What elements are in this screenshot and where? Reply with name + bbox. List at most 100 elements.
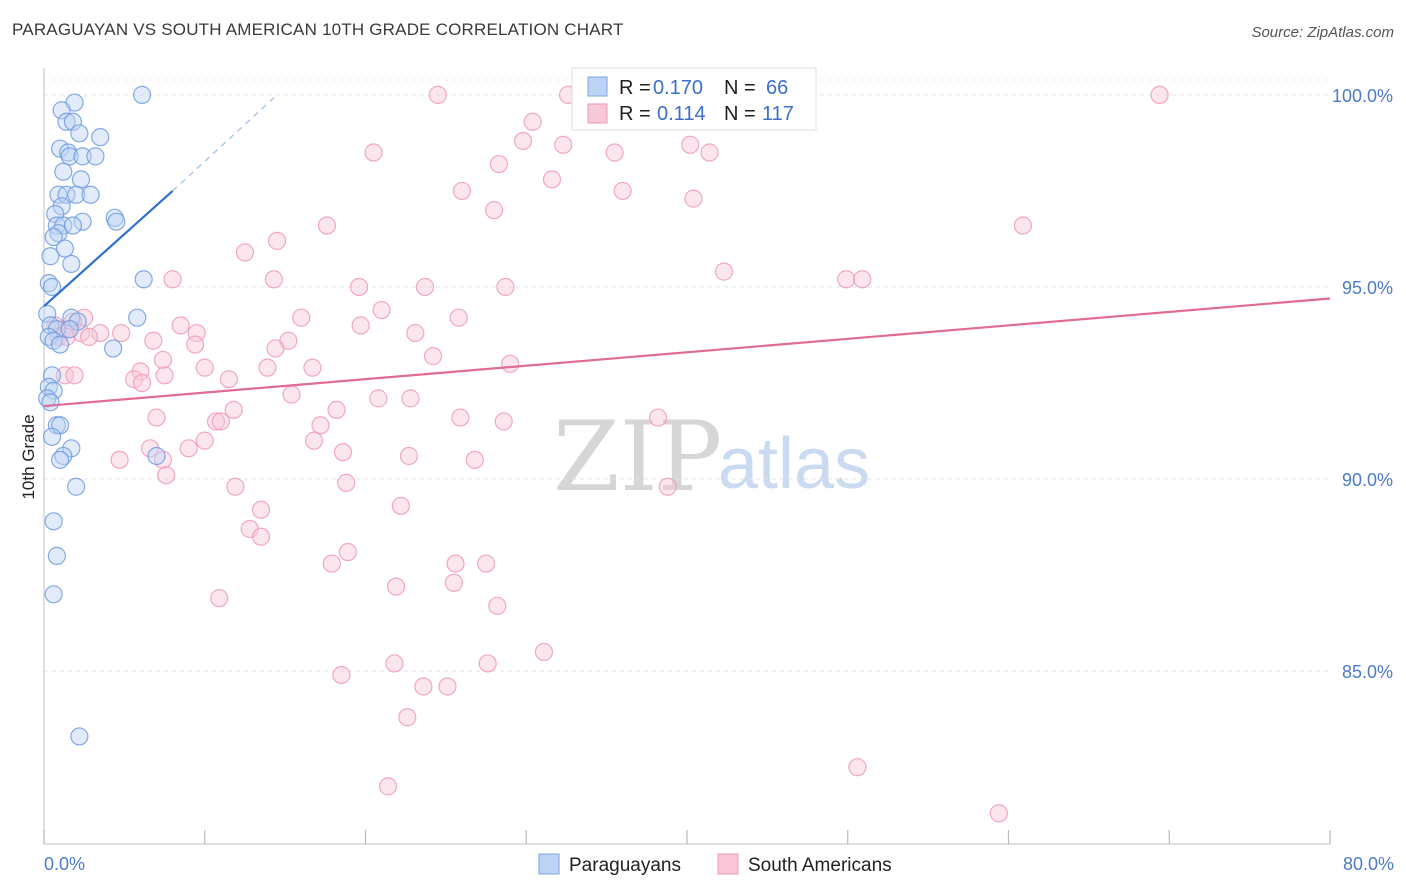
south-american-point [449, 308, 468, 327]
south-american-point [385, 654, 404, 673]
y-tick-label: 100.0% [1332, 86, 1393, 106]
south-american-point [496, 277, 515, 297]
south-american-point [534, 642, 554, 662]
south-american-point [446, 554, 465, 573]
paraguayan-point [60, 320, 79, 339]
south-american-point [378, 777, 398, 796]
south-american-point [157, 466, 176, 485]
paraguayan-point [57, 185, 76, 204]
south-american-point [251, 500, 271, 519]
legend-n-value-1: 66 [766, 77, 788, 99]
source-label: Source: ZipAtlas.com [1251, 24, 1394, 41]
south-american-point [327, 400, 346, 420]
south-american-point [658, 477, 677, 496]
south-american-point [337, 473, 356, 492]
legend-r-label-1: R = [619, 77, 651, 99]
south-american-point [369, 389, 388, 408]
paraguayan-point [107, 212, 126, 231]
south-american-point [332, 665, 351, 685]
south-american-point [364, 143, 383, 162]
south-american-point [489, 154, 509, 174]
paraguayan-point [47, 546, 66, 565]
south-american-point [1013, 216, 1033, 235]
south-american-point [542, 170, 562, 189]
series-legend: Paraguayans South Americans [538, 853, 892, 876]
south-american-point [681, 135, 700, 154]
paraguayan-point [71, 170, 91, 189]
paraguayan-point [81, 185, 100, 204]
south-american-point [989, 804, 1008, 823]
paraguayan-point [70, 124, 89, 143]
south-american-point [282, 385, 301, 404]
legend-r-value-1: 0.170 [653, 77, 703, 99]
paraguayan-point [132, 85, 152, 104]
south-american-point [714, 262, 734, 281]
y-tick-labels: 85.0% 90.0% 95.0% 100.0% [1332, 86, 1393, 682]
south-american-point [648, 408, 668, 427]
legend-n-value-2: 117 [762, 103, 794, 125]
south-american-point [351, 316, 370, 335]
south-american-point [414, 677, 433, 696]
south-american-point [153, 350, 173, 370]
south-american-point [338, 542, 357, 562]
bottom-legend-swatch-paraguayans [538, 853, 560, 875]
trend-lines [43, 94, 1331, 408]
paraguayan-point [50, 335, 70, 354]
south-american-point [700, 143, 719, 162]
trend-line-paraguayans [43, 190, 174, 307]
south-american-point [91, 323, 110, 343]
y-tick-label: 95.0% [1342, 278, 1393, 298]
south-american-point [155, 366, 174, 385]
south-american-point [266, 339, 285, 358]
chart-title: PARAGUAYAN VS SOUTH AMERICAN 10TH GRADE … [12, 20, 624, 39]
paraguayan-point [63, 216, 83, 235]
paraguayan-point [134, 270, 153, 289]
south-american-point [65, 366, 84, 385]
paraguayan-point [41, 247, 60, 266]
south-american-point [444, 573, 464, 592]
south-american-point [386, 577, 406, 596]
south-american-point [391, 496, 410, 516]
south-american-point [163, 270, 182, 289]
south-american-point [333, 443, 353, 462]
south-american-point [235, 243, 255, 262]
south-american-point [423, 347, 443, 366]
south-american-point [195, 358, 214, 377]
south-american-point [837, 270, 856, 289]
watermark-zip: ZIP [553, 401, 722, 513]
south-american-point [372, 300, 391, 320]
south-american-point [415, 277, 435, 297]
paraguayan-point [147, 446, 166, 466]
south-american-point [428, 85, 447, 104]
south-american-point [226, 477, 245, 496]
south-american-point [1150, 85, 1169, 104]
series-paraguayans-points [38, 85, 166, 746]
paraguayan-point [60, 147, 79, 166]
south-american-point [147, 408, 166, 427]
south-american-point [554, 135, 573, 154]
paraguayan-point [73, 147, 92, 166]
paraguayan-point [91, 128, 110, 147]
south-american-point [485, 201, 504, 220]
south-american-point [210, 589, 229, 608]
paraguayan-point [38, 304, 57, 323]
x-ticks [43, 830, 1331, 844]
south-american-point [684, 189, 703, 208]
legend-n-label-1: N = [724, 77, 756, 99]
south-american-point [613, 181, 632, 201]
south-american-point [258, 358, 277, 377]
south-american-point [853, 270, 872, 289]
south-american-point [317, 216, 337, 235]
paraguayan-point [62, 254, 81, 274]
paraguayan-point [47, 216, 66, 235]
south-american-point [132, 373, 152, 393]
south-american-point [513, 131, 533, 151]
paraguayan-point [67, 185, 86, 204]
south-american-point [848, 758, 867, 777]
south-american-point [438, 677, 457, 696]
south-american-point [311, 416, 330, 435]
south-american-point [399, 446, 419, 466]
south-american-point [267, 231, 287, 250]
south-american-point [195, 431, 214, 450]
